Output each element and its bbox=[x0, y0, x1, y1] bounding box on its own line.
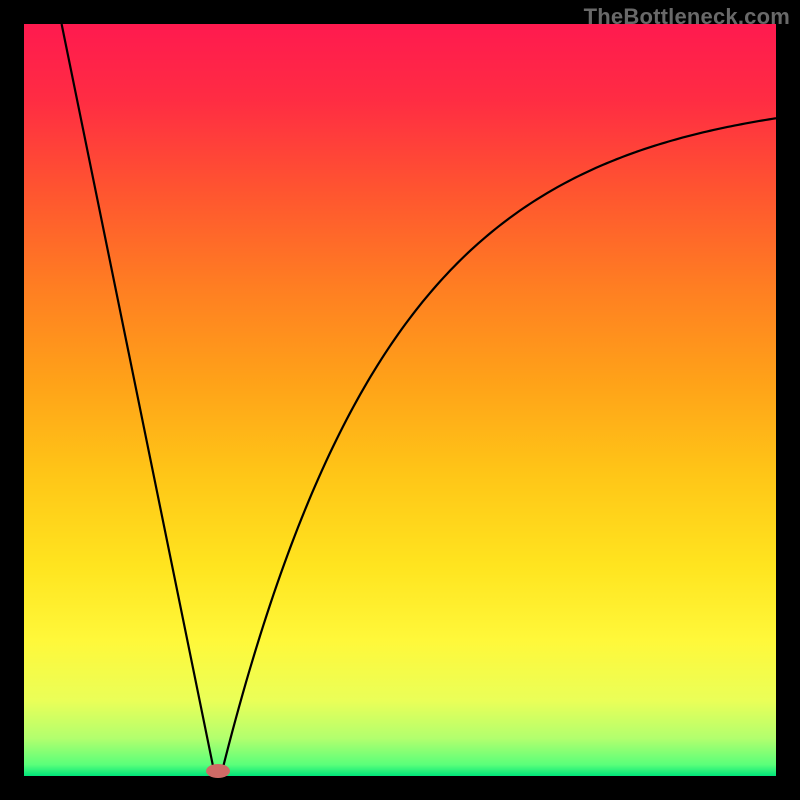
curve-path bbox=[62, 24, 776, 772]
bottleneck-curve bbox=[24, 24, 776, 776]
figure-frame: TheBottleneck.com bbox=[0, 0, 800, 800]
plot-area bbox=[24, 24, 776, 776]
cusp-marker bbox=[206, 764, 230, 778]
